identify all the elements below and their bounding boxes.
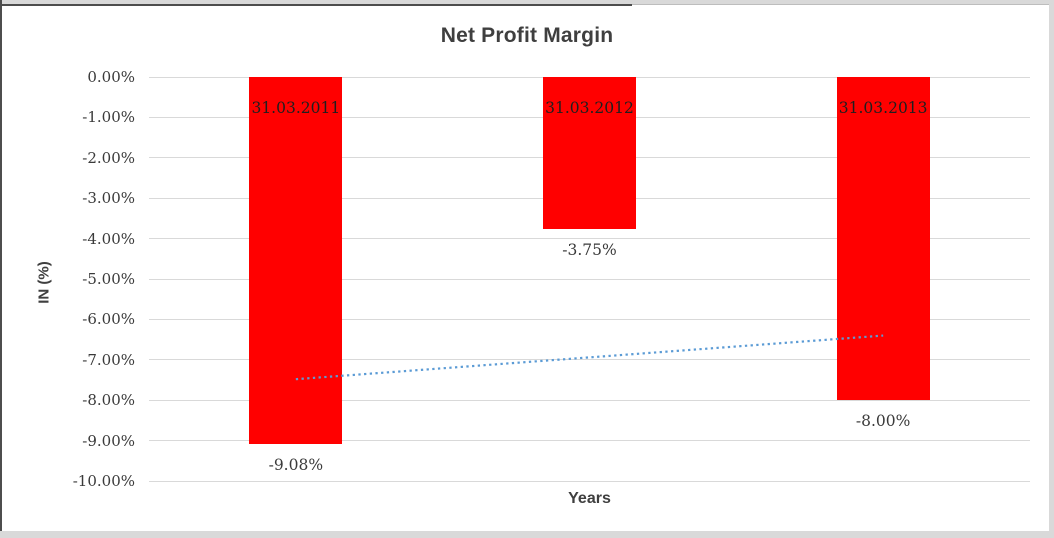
gridline bbox=[149, 480, 1030, 482]
gridline bbox=[149, 238, 1030, 240]
category-label: 31.03.2013 bbox=[838, 99, 928, 117]
gridline bbox=[149, 278, 1030, 280]
data-label: -3.75% bbox=[562, 240, 617, 259]
bar-31.03.2011 bbox=[249, 77, 343, 444]
chart-title: Net Profit Margin bbox=[440, 24, 614, 47]
y-tick-label: -5.00% bbox=[82, 270, 135, 288]
frame-border-left bbox=[0, 0, 2, 538]
y-tick-label: -7.00% bbox=[82, 350, 135, 369]
y-tick-label: -6.00% bbox=[82, 310, 135, 329]
frame-border-bottom bbox=[0, 531, 1054, 538]
plot-area: 31.03.2011 -9.08% 31.03.2012 -3.75% 31.03.20… bbox=[149, 76, 1030, 482]
gridline bbox=[149, 440, 1030, 442]
y-tick-label: -4.00% bbox=[82, 229, 135, 248]
gridline bbox=[149, 318, 1030, 320]
y-axis-tick-labels: 0.00% -1.00% -2.00% -3.00% -4.00% -5.00% -6.00… bbox=[30, 68, 135, 490]
category-label: 31.03.2011 bbox=[251, 99, 341, 117]
category-label: 31.03.2012 bbox=[545, 99, 634, 117]
frame-border-top bbox=[0, 0, 1054, 4]
frame-border-right bbox=[1049, 0, 1054, 538]
data-label: -9.08% bbox=[268, 455, 324, 474]
bar-31.03.2013 bbox=[836, 77, 930, 401]
bar-31.03.2012 bbox=[543, 77, 636, 229]
data-label: -8.00% bbox=[855, 412, 911, 431]
gridline bbox=[149, 359, 1030, 361]
x-axis-title: Years bbox=[568, 490, 611, 507]
y-tick-label: -3.00% bbox=[82, 189, 135, 208]
y-tick-label: 0.00% bbox=[87, 68, 135, 86]
trendline-layer bbox=[295, 334, 884, 381]
y-tick-label: -1.00% bbox=[82, 108, 135, 127]
gridline bbox=[149, 399, 1030, 401]
y-tick-label: -8.00% bbox=[82, 391, 135, 410]
y-tick-label: -10.00% bbox=[72, 472, 135, 490]
y-tick-label: -2.00% bbox=[82, 148, 135, 167]
trendline bbox=[295, 334, 884, 381]
frame-border-top-dark bbox=[0, 4, 632, 6]
y-tick-label: -9.00% bbox=[82, 431, 135, 450]
